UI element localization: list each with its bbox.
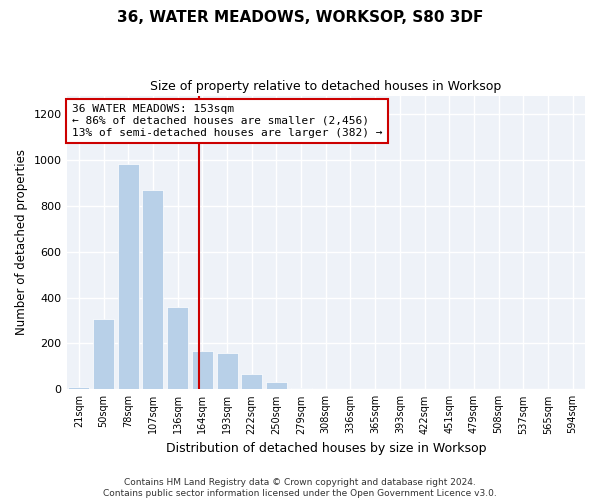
X-axis label: Distribution of detached houses by size in Worksop: Distribution of detached houses by size … bbox=[166, 442, 486, 455]
Bar bbox=[167, 306, 188, 390]
Bar bbox=[142, 190, 163, 390]
Bar bbox=[217, 352, 238, 390]
Bar bbox=[241, 374, 262, 390]
Title: Size of property relative to detached houses in Worksop: Size of property relative to detached ho… bbox=[150, 80, 502, 93]
Text: Contains HM Land Registry data © Crown copyright and database right 2024.
Contai: Contains HM Land Registry data © Crown c… bbox=[103, 478, 497, 498]
Y-axis label: Number of detached properties: Number of detached properties bbox=[15, 150, 28, 336]
Text: 36 WATER MEADOWS: 153sqm
← 86% of detached houses are smaller (2,456)
13% of sem: 36 WATER MEADOWS: 153sqm ← 86% of detach… bbox=[72, 104, 382, 138]
Bar bbox=[266, 382, 287, 390]
Bar bbox=[118, 164, 139, 390]
Bar bbox=[93, 320, 114, 390]
Bar bbox=[68, 388, 89, 390]
Text: 36, WATER MEADOWS, WORKSOP, S80 3DF: 36, WATER MEADOWS, WORKSOP, S80 3DF bbox=[117, 10, 483, 25]
Bar bbox=[290, 388, 311, 390]
Bar bbox=[192, 352, 213, 390]
